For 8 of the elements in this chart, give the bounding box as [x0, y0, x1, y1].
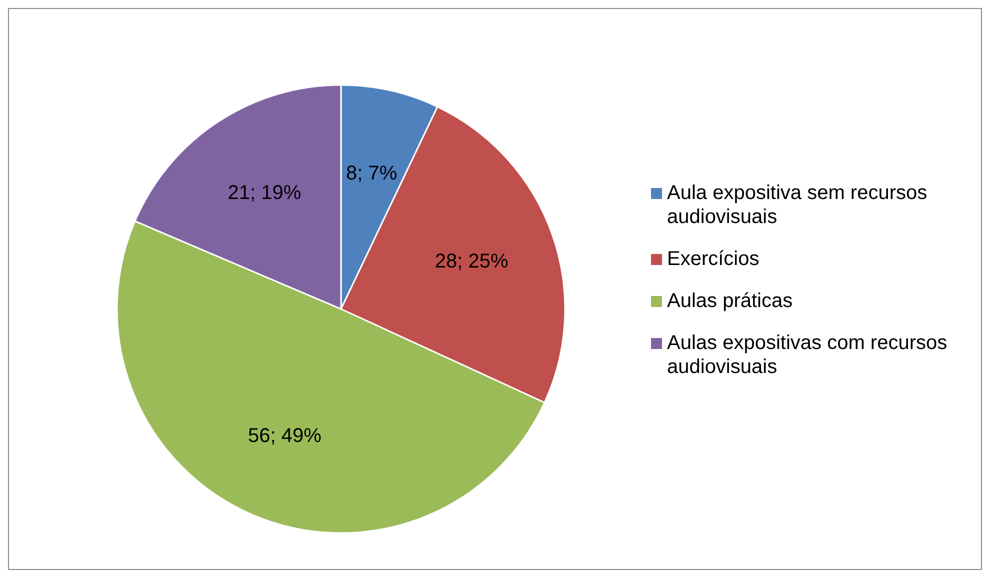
legend-label: Aula expositiva sem recursos audiovisuais	[667, 181, 928, 229]
data-label: 56; 49%	[248, 424, 322, 447]
legend-label: Exercícios	[667, 247, 760, 271]
legend-label: Aulas práticas	[667, 289, 793, 313]
data-label: 8; 7%	[346, 162, 398, 185]
legend-label: Aulas expositivas com recursos audiovisuais	[667, 331, 948, 379]
data-label: 28; 25%	[434, 250, 508, 273]
data-label: 21; 19%	[228, 182, 302, 204]
